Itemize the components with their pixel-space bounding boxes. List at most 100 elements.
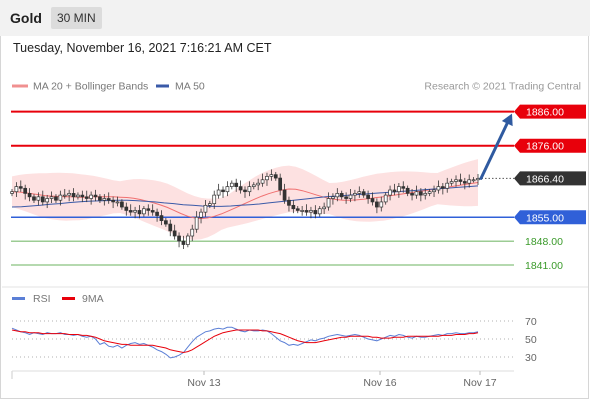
- candle: [229, 180, 234, 190]
- x-tick-label: Nov 17: [463, 377, 496, 389]
- candle: [238, 180, 243, 194]
- candle: [273, 171, 278, 181]
- candle: [304, 204, 309, 216]
- ma50-legend-label: MA 50: [175, 81, 205, 93]
- candle: [440, 183, 445, 195]
- candle: [436, 180, 441, 194]
- candle: [89, 191, 93, 205]
- candle: [309, 206, 313, 219]
- candle: [58, 190, 63, 206]
- rsi-ma-line: [11, 329, 479, 354]
- candle: [326, 192, 331, 211]
- candle: [194, 211, 199, 233]
- candle: [410, 188, 414, 201]
- forecast-arrow: [479, 113, 513, 180]
- candle: [260, 173, 265, 187]
- rsi-tick-label: 30: [525, 352, 537, 364]
- candle: [423, 188, 428, 200]
- candle: [300, 206, 305, 216]
- candle: [313, 205, 318, 219]
- price-levels: [11, 110, 514, 266]
- candle: [353, 189, 357, 202]
- candle: [67, 189, 72, 202]
- candle: [185, 233, 190, 248]
- candle: [106, 192, 111, 204]
- rsi-line: [11, 326, 479, 359]
- candle: [317, 206, 322, 217]
- candle: [115, 196, 120, 207]
- candle: [27, 188, 32, 202]
- candle: [379, 196, 384, 212]
- candle: [102, 194, 107, 206]
- candle: [256, 178, 261, 191]
- candle: [155, 208, 159, 222]
- copyright-text: Research © 2021 Trading Central: [424, 81, 581, 93]
- candle: [414, 185, 419, 199]
- candle: [366, 190, 370, 204]
- candle: [128, 204, 133, 216]
- candle: [49, 191, 54, 203]
- candle: [282, 183, 287, 204]
- candle: [383, 192, 388, 205]
- candle: [269, 169, 274, 181]
- candle: [36, 192, 41, 206]
- candle: [137, 205, 142, 219]
- candle: [445, 177, 450, 193]
- bollinger-band-area: [12, 159, 478, 240]
- candle: [287, 196, 291, 212]
- level-label-1855.00: 1855.00: [526, 212, 564, 224]
- level-label-1876.00: 1876.00: [526, 141, 564, 153]
- candle: [203, 200, 208, 217]
- candle: [212, 190, 217, 209]
- rsi-legend-swatch: [12, 297, 25, 300]
- level-tag-1886.00: 1886.00: [514, 104, 586, 119]
- candle: [62, 188, 67, 199]
- rsi-legend: RSI 9MA: [12, 293, 104, 305]
- level-tag-1855.00: 1855.00: [514, 210, 586, 225]
- bollinger-bands: [12, 159, 478, 240]
- instrument-title: Gold: [10, 10, 42, 26]
- candle: [54, 194, 58, 203]
- candle: [418, 188, 423, 202]
- candle: [76, 192, 80, 200]
- candle: [225, 181, 230, 197]
- candle: [120, 199, 124, 210]
- candle: [449, 178, 454, 186]
- rsi-panel: 70 50 30: [11, 316, 537, 364]
- candle: [177, 232, 181, 248]
- level-tag-1876.00: 1876.00: [514, 138, 586, 153]
- timeframe-badge[interactable]: 30 MIN: [51, 7, 102, 29]
- rsi-ma-legend-swatch: [62, 297, 75, 300]
- candle: [265, 172, 269, 186]
- candle: [190, 224, 195, 242]
- candle: [322, 202, 326, 215]
- candle: [32, 194, 36, 203]
- candle: [401, 181, 406, 193]
- candle: [243, 186, 247, 198]
- level-labels: 1886.00 1876.00 1866.40 1855.00 1848.00 1841.…: [514, 104, 586, 272]
- candle: [71, 188, 76, 202]
- candle: [23, 184, 28, 200]
- candle: [234, 178, 239, 192]
- candle: [164, 217, 168, 227]
- chart-frame: [0, 36, 589, 399]
- forecast-arrow-shaft: [479, 120, 510, 180]
- candle: [361, 188, 366, 198]
- candle: [388, 185, 392, 201]
- candle: [247, 181, 252, 197]
- candle: [124, 202, 129, 216]
- ma20-legend-swatch: [12, 84, 28, 88]
- candle: [40, 190, 45, 206]
- candle: [335, 188, 340, 202]
- candle: [427, 188, 432, 197]
- candle: [133, 206, 137, 219]
- candle: [476, 173, 480, 186]
- candle: [331, 193, 335, 205]
- candle: [339, 190, 344, 200]
- ma20-legend-label: MA 20 + Bollinger Bands: [33, 81, 148, 93]
- candle: [392, 183, 397, 196]
- candle: [45, 194, 50, 209]
- candle: [111, 196, 115, 209]
- candle: [357, 186, 362, 198]
- candle: [80, 190, 85, 203]
